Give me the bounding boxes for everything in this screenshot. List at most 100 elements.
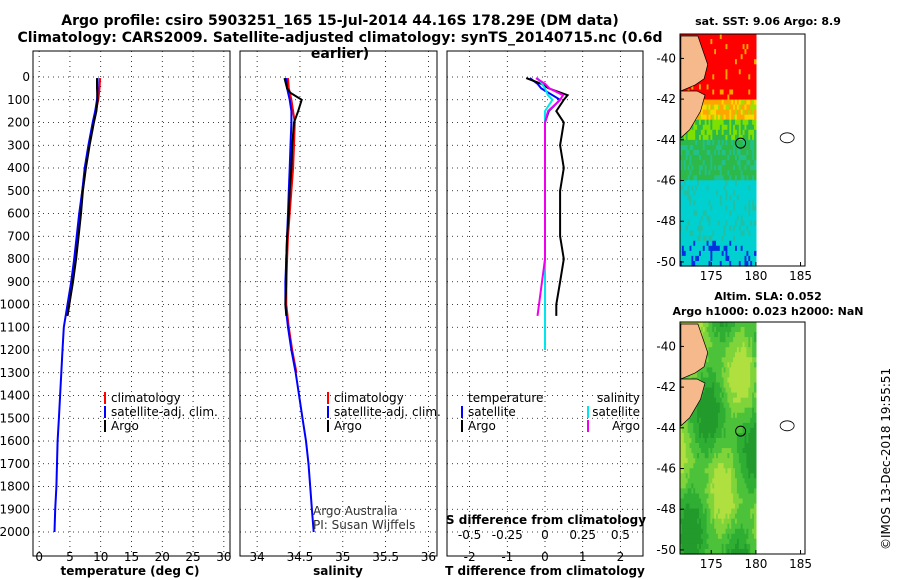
map-cell — [685, 488, 689, 494]
map-cell — [731, 438, 734, 444]
map-cell — [738, 352, 742, 358]
map-cell — [731, 145, 734, 151]
map-cell — [735, 139, 738, 146]
map-cell — [744, 533, 747, 540]
map-cell — [719, 422, 723, 429]
map-cell — [740, 215, 744, 222]
map-cell — [740, 261, 744, 267]
map-cell — [680, 225, 683, 232]
map-cell — [731, 427, 734, 434]
map-cell — [729, 240, 732, 247]
map-cell — [697, 195, 700, 201]
map-cell — [714, 175, 717, 181]
map-cell — [699, 109, 702, 116]
legend-swatch-t-satellite — [461, 406, 463, 418]
map-cell — [752, 94, 755, 101]
map-cell — [738, 124, 742, 131]
map-cell — [702, 195, 706, 201]
map-cell — [710, 397, 713, 404]
map-cell — [721, 250, 725, 257]
map-cell — [717, 165, 721, 171]
map-cell — [752, 453, 755, 459]
map-cell — [754, 155, 757, 161]
map-cell — [685, 165, 689, 171]
map-cell — [731, 397, 734, 404]
map-cell — [680, 549, 683, 555]
map-cell — [746, 205, 749, 212]
map-cell — [689, 528, 692, 535]
map-cell — [744, 347, 747, 353]
map-cell — [700, 417, 704, 424]
map-cell — [725, 362, 728, 368]
map-cell — [716, 134, 719, 141]
map-cell — [738, 417, 742, 424]
map-cell — [700, 397, 704, 404]
map-cell — [750, 453, 753, 459]
map-y-tick-label: -44 — [656, 421, 676, 435]
map-cell — [717, 190, 721, 196]
map-cell — [708, 160, 711, 166]
map-cell — [731, 245, 734, 252]
map-cell — [697, 240, 700, 247]
map-cell — [710, 448, 713, 454]
map-cell — [706, 508, 710, 515]
map-cell — [752, 523, 755, 530]
map-cell — [723, 528, 727, 535]
map-cell — [742, 150, 746, 156]
map-cell — [721, 104, 725, 111]
map-cell — [700, 543, 704, 550]
temperature-xlabel: temperature (deg C) — [61, 564, 200, 578]
map-cell — [695, 528, 698, 535]
map-cell — [719, 175, 723, 181]
map-cell — [754, 109, 757, 116]
map-cell — [706, 543, 710, 550]
map-cell — [693, 129, 696, 136]
map-cell — [738, 64, 742, 70]
map-cell — [748, 549, 751, 555]
legend-label-t-argo: Argo — [468, 419, 496, 433]
map-cell — [725, 44, 728, 50]
map-cell — [689, 215, 692, 222]
x-tick-label: 30 — [216, 550, 231, 564]
map-cell — [723, 412, 727, 419]
map-cell — [714, 165, 717, 171]
map-cell — [699, 155, 702, 161]
map-cell — [733, 79, 736, 85]
map-cell — [740, 94, 744, 101]
map-cell — [746, 119, 749, 126]
map-cell — [693, 210, 696, 217]
map-cell — [746, 427, 749, 434]
map-cell — [712, 443, 715, 449]
map-cell — [716, 255, 719, 262]
map-cell — [714, 387, 717, 394]
map-cell — [695, 160, 698, 166]
map-cell — [717, 407, 721, 414]
map-cell — [727, 417, 730, 424]
map-cell — [691, 185, 694, 191]
map-cell — [729, 352, 732, 358]
map-panel: 175 180 185-40-42-44-46-48-50 — [656, 321, 812, 571]
map-cell — [729, 463, 732, 469]
map-cell — [744, 433, 747, 439]
map-cell — [750, 549, 753, 555]
map-cell — [733, 220, 736, 227]
map-cell — [752, 54, 755, 60]
map-cell — [695, 145, 698, 151]
map-cell — [723, 89, 727, 96]
map-cell — [750, 109, 753, 116]
map-cell — [717, 327, 721, 333]
map-cell — [702, 165, 706, 171]
map-cell — [689, 478, 692, 484]
map-cell — [733, 225, 736, 232]
map-cell — [695, 488, 698, 494]
map-cell — [754, 54, 757, 60]
map-cell — [752, 513, 755, 520]
map-cell — [721, 124, 725, 131]
map-cell — [712, 528, 715, 535]
map-cell — [742, 503, 746, 510]
map-y-tick-label: -42 — [656, 92, 676, 106]
map-cell — [708, 104, 711, 111]
map-cell — [721, 84, 725, 90]
map-cell — [691, 175, 694, 181]
map-cell — [754, 397, 757, 404]
